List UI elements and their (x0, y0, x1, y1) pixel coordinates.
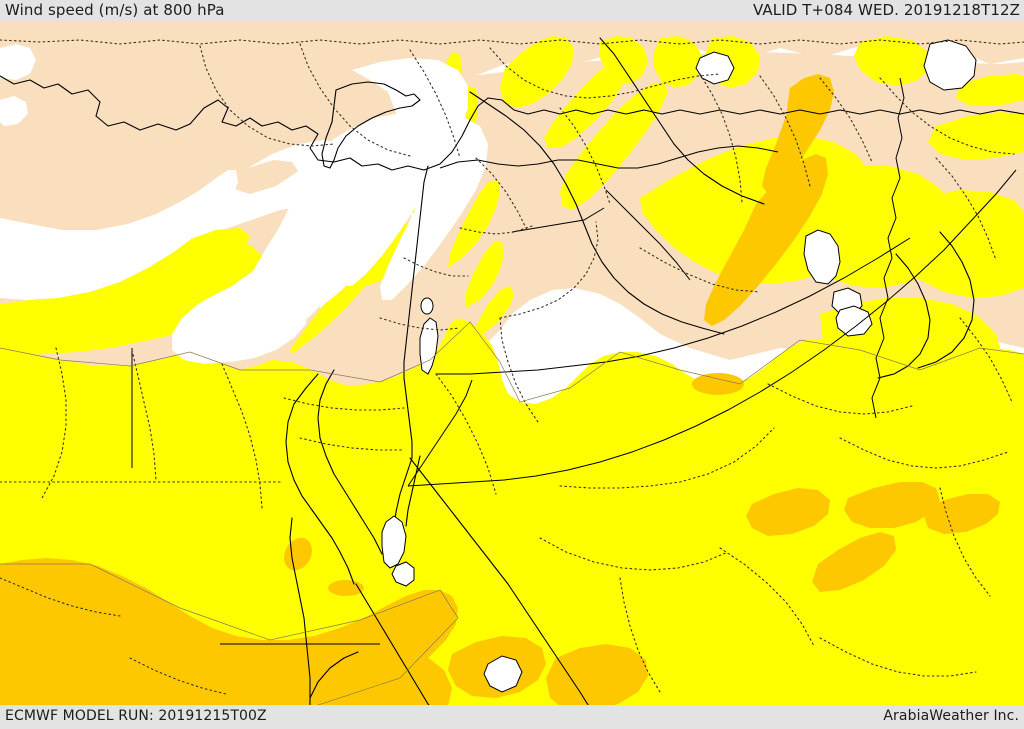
header-bar: Wind speed (m/s) at 800 hPa VALID T+084 … (0, 0, 1024, 21)
layer-political-borders (0, 39, 1024, 695)
layer-sea-low (0, 44, 488, 364)
layer-coastlines (0, 37, 1024, 711)
layer-contour-lines (0, 321, 1024, 711)
map-canvas[interactable] (0, 18, 1024, 711)
footer-bar: ECMWF MODEL RUN: 20191215T00Z ArabiaWeat… (0, 705, 1024, 729)
chart-title: Wind speed (m/s) at 800 hPa (5, 1, 225, 19)
valid-time-label: VALID T+084 WED. 20191218T12Z (753, 1, 1020, 19)
orange-blob (692, 373, 744, 395)
wind-speed-contour-map (0, 18, 1024, 711)
sea-of-galilee (420, 297, 434, 315)
dead-sea (419, 317, 439, 375)
layer-lakes (381, 39, 977, 693)
layer-high-band (0, 74, 1000, 711)
iraq-lake-west (803, 229, 841, 285)
model-run-label: ECMWF MODEL RUN: 20191215T00Z (5, 708, 267, 724)
lake-nasser (381, 515, 407, 569)
brand-label: ArabiaWeather Inc. (883, 708, 1019, 724)
